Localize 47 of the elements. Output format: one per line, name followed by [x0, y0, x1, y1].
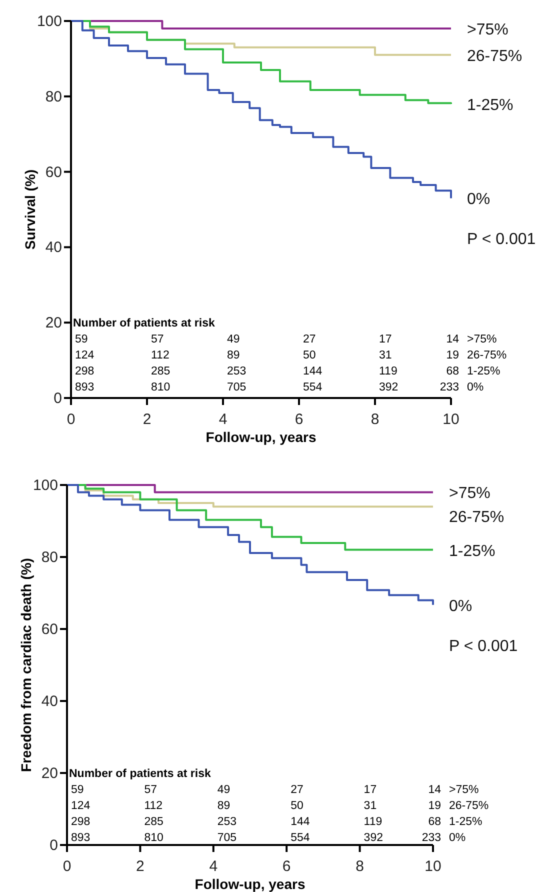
series-label: 1-25%: [449, 542, 496, 560]
series-label: >75%: [449, 485, 490, 502]
text: 59 57 49 27 17 14 >75%: [75, 334, 497, 346]
y-tick-label: 20: [41, 765, 58, 782]
text: 298 285 253 144 119 68 1-25%: [75, 366, 500, 378]
x-tick-label: 0: [66, 411, 76, 428]
y-tick-label: 100: [36, 13, 62, 30]
annotation: Number of patients at risk: [73, 318, 216, 330]
x-tick-label: 4: [209, 858, 218, 875]
annotation: Number of patients at risk: [69, 768, 212, 780]
text: 59 57 49 27 17 14 >75%: [71, 784, 479, 796]
text: P < 0.001: [449, 638, 518, 655]
y-axis-title: Survival (%): [22, 169, 38, 250]
y-tick-label: 80: [45, 88, 62, 106]
x-tick-label: 2: [142, 411, 152, 428]
x-tick-label: 8: [370, 411, 380, 428]
x-tick-label: 6: [282, 858, 291, 875]
x-tick-label: 10: [424, 858, 442, 875]
y-tick-label: 0: [50, 837, 58, 854]
x-tick-label: 10: [442, 411, 460, 428]
x-tick-label: 6: [294, 411, 304, 428]
y-tick-label: 100: [32, 477, 58, 494]
y-tick-label: 40: [45, 239, 62, 256]
series-label: 0%: [467, 191, 490, 208]
series-label: >75%: [467, 22, 508, 39]
text: 298 285 253 144 119 68 1-25%: [71, 816, 482, 828]
series-label: 26-75%: [467, 48, 522, 65]
x-axis-title: Follow-up, years: [194, 876, 306, 892]
x-tick-label: 4: [218, 411, 228, 428]
y-axis-title: Freedom from cardiac death (%): [18, 558, 34, 772]
y-tick-label: 40: [41, 693, 58, 710]
text: 124 112 89 50 31 19 26-75%: [71, 800, 489, 812]
text: P < 0.001: [467, 231, 536, 248]
text: 893 810 705 554 392 233 0%: [75, 382, 484, 394]
series-label: 0%: [449, 598, 472, 615]
x-axis-title: Follow-up, years: [206, 429, 316, 445]
series-label: 26-75%: [449, 509, 504, 526]
y-tick-label: 80: [41, 549, 58, 566]
y-tick-label: 20: [45, 314, 62, 332]
y-tick-label: 0: [54, 390, 62, 407]
text: 893 810 705 554 392 233 0%: [71, 832, 466, 844]
y-tick-label: 60: [41, 621, 58, 638]
series-label: 1-25%: [467, 96, 514, 114]
x-tick-label: 2: [136, 858, 144, 875]
x-tick-label: 8: [356, 858, 364, 875]
text: 124 112 89 50 31 19 26-75%: [75, 350, 507, 362]
y-tick-label: 60: [45, 164, 62, 181]
